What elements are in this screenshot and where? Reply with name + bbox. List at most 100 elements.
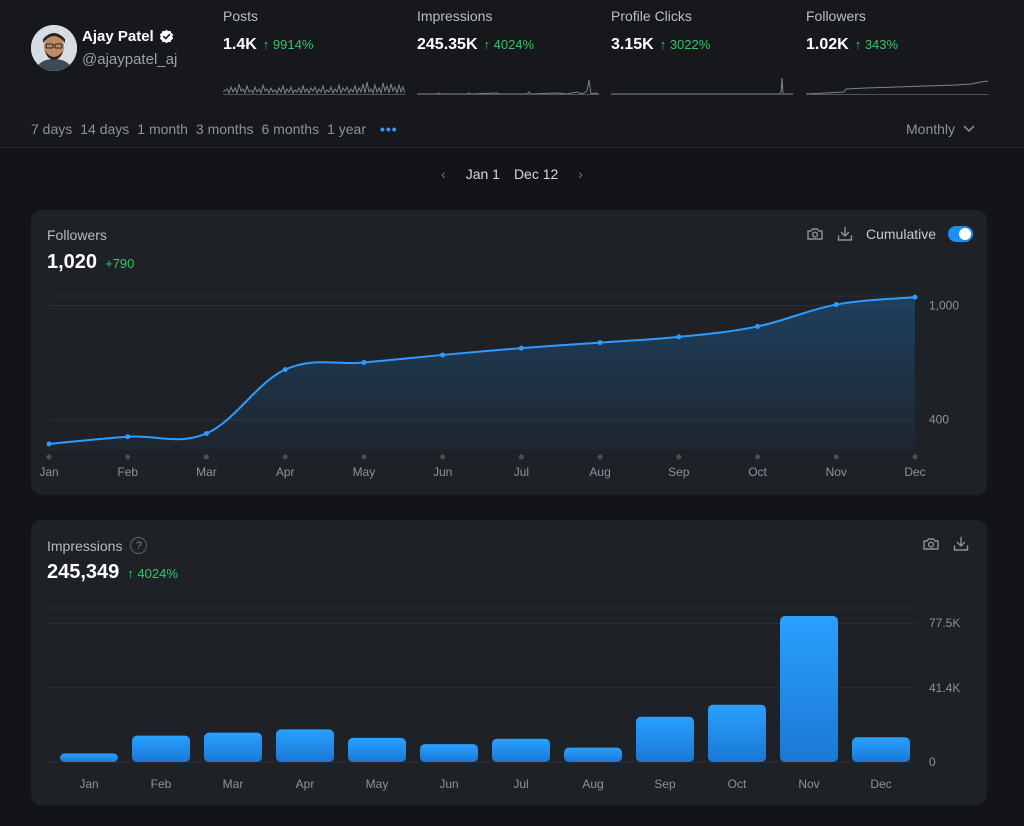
data-point [597,340,603,346]
x-tick-label: Jun [433,465,452,479]
data-point [518,345,524,351]
sparkline-impressions [417,79,599,95]
card-title-text: Impressions [47,537,123,554]
download-icon[interactable] [952,535,970,553]
stat-label: Impressions [417,8,493,24]
stat-value: 3.15K [611,36,654,53]
x-tick-label: Aug [589,465,610,479]
y-tick-label: 0 [929,755,936,769]
range-1-year[interactable]: 1 year [327,121,366,137]
data-point [125,434,131,440]
stat-posts[interactable]: Posts 1.4K ↑ 9914% [223,8,405,95]
followers-chart: 400 1,000 Jan Feb Mar Apr May Jun Jul Aug Sep Oct No… [39,294,959,479]
verified-badge-icon [159,29,173,44]
followers-card: Followers 1,020 +790 Cumulative 400 1,000… [31,210,987,495]
sparkline-posts [223,81,405,95]
bar [276,729,334,762]
range-1-month[interactable]: 1 month [137,121,188,137]
header: Ajay Patel @ajaypatel_aj Posts 1.4K ↑ 99… [0,0,1024,148]
x-tick-label: Nov [798,777,819,791]
stat-label: Profile Clicks [611,8,692,24]
y-tick-label: 400 [929,413,949,427]
x-tick-dot [518,454,524,460]
range-7-days[interactable]: 7 days [31,121,73,137]
bar [636,716,694,762]
stat-profile-clicks[interactable]: Profile Clicks 3.15K ↑ 3022% [611,8,793,95]
next-date-icon[interactable]: › [578,166,583,182]
bar [852,737,910,762]
stat-followers[interactable]: Followers 1.02K ↑ 343% [806,8,988,95]
range-14-days[interactable]: 14 days [80,121,130,137]
sparkline-profile-clicks [611,77,793,95]
x-tick-label: Nov [826,465,847,479]
stat-value: 245.35K [417,36,478,53]
x-tick-label: Aug [582,777,603,791]
sparkline-followers [806,80,988,95]
card-value: 1,020 +790 [47,251,134,274]
interval-selected: Monthly [906,121,956,137]
more-options-icon[interactable]: ••• [380,121,398,137]
camera-icon[interactable] [806,225,824,243]
date-end[interactable]: Dec 12 [513,166,559,182]
x-tick-dot [46,454,52,460]
avatar[interactable] [31,25,77,71]
interval-dropdown[interactable]: Monthly [906,121,975,137]
x-tick-dot [597,454,603,460]
download-icon[interactable] [836,225,854,243]
y-tick-label: 41.4K [929,681,960,695]
x-tick-dot [203,454,209,460]
impressions-card: Impressions ? 245,349 ↑ 4024% 0 41.4K 77.5… [31,520,987,805]
prev-date-icon[interactable]: ‹ [441,166,446,182]
card-title: Impressions ? [47,537,148,554]
bar [708,704,766,762]
data-point [203,430,209,436]
stat-change: ↑ 9914% [262,37,314,52]
y-tick-label: 77.5K [929,616,960,630]
range-3-months[interactable]: 3 months [195,121,254,137]
card-value-text: 1,020 [47,251,98,273]
data-point [361,360,367,366]
card-toolbar [922,535,970,553]
x-tick-dot [125,454,131,460]
avatar-image [31,25,77,71]
x-tick-dot [282,454,288,460]
x-tick-dot [361,454,367,460]
cumulative-label: Cumulative [866,226,937,242]
date-start[interactable]: Jan 1 [465,166,500,182]
x-tick-label: Sep [654,777,676,791]
stat-impressions[interactable]: Impressions 245.35K ↑ 4024% [417,8,599,95]
stat-value: 1.4K [223,36,257,53]
x-tick-label: Mar [223,777,244,791]
stat-label: Posts [223,8,259,24]
bar [348,737,406,762]
data-point [282,367,288,373]
data-point [912,294,918,300]
x-tick-dot [755,454,761,460]
camera-icon[interactable] [922,535,940,553]
data-point [46,441,52,447]
card-delta: ↑ 4024% [127,566,178,581]
impressions-chart: 0 41.4K 77.5K Jan Feb Mar Apr May Jun Jul Aug Sep Oc… [47,607,960,791]
range-6-months[interactable]: 6 months [261,121,320,137]
card-value: 245,349 ↑ 4024% [47,561,178,584]
x-tick-label: Apr [276,465,295,479]
date-navigation: ‹ Jan 1 Dec 12 › [0,166,1024,182]
bar [132,735,190,762]
x-tick-label: May [366,777,389,791]
profile-handle: @ajaypatel_aj [82,51,178,68]
x-tick-label: Apr [296,777,315,791]
x-tick-dot [912,454,918,460]
card-value-text: 245,349 [47,561,120,583]
x-tick-dot [833,454,839,460]
data-point [440,352,446,358]
data-point [755,323,761,329]
x-tick-label: Dec [904,465,925,479]
x-tick-label: Jul [513,777,528,791]
cumulative-toggle[interactable] [948,226,974,242]
bar [492,738,550,762]
data-point [676,334,682,340]
stat-label: Followers [806,8,866,24]
stat-change: ↑ 4024% [483,37,535,52]
x-tick-label: Jun [439,777,458,791]
help-icon[interactable]: ? [130,537,148,554]
